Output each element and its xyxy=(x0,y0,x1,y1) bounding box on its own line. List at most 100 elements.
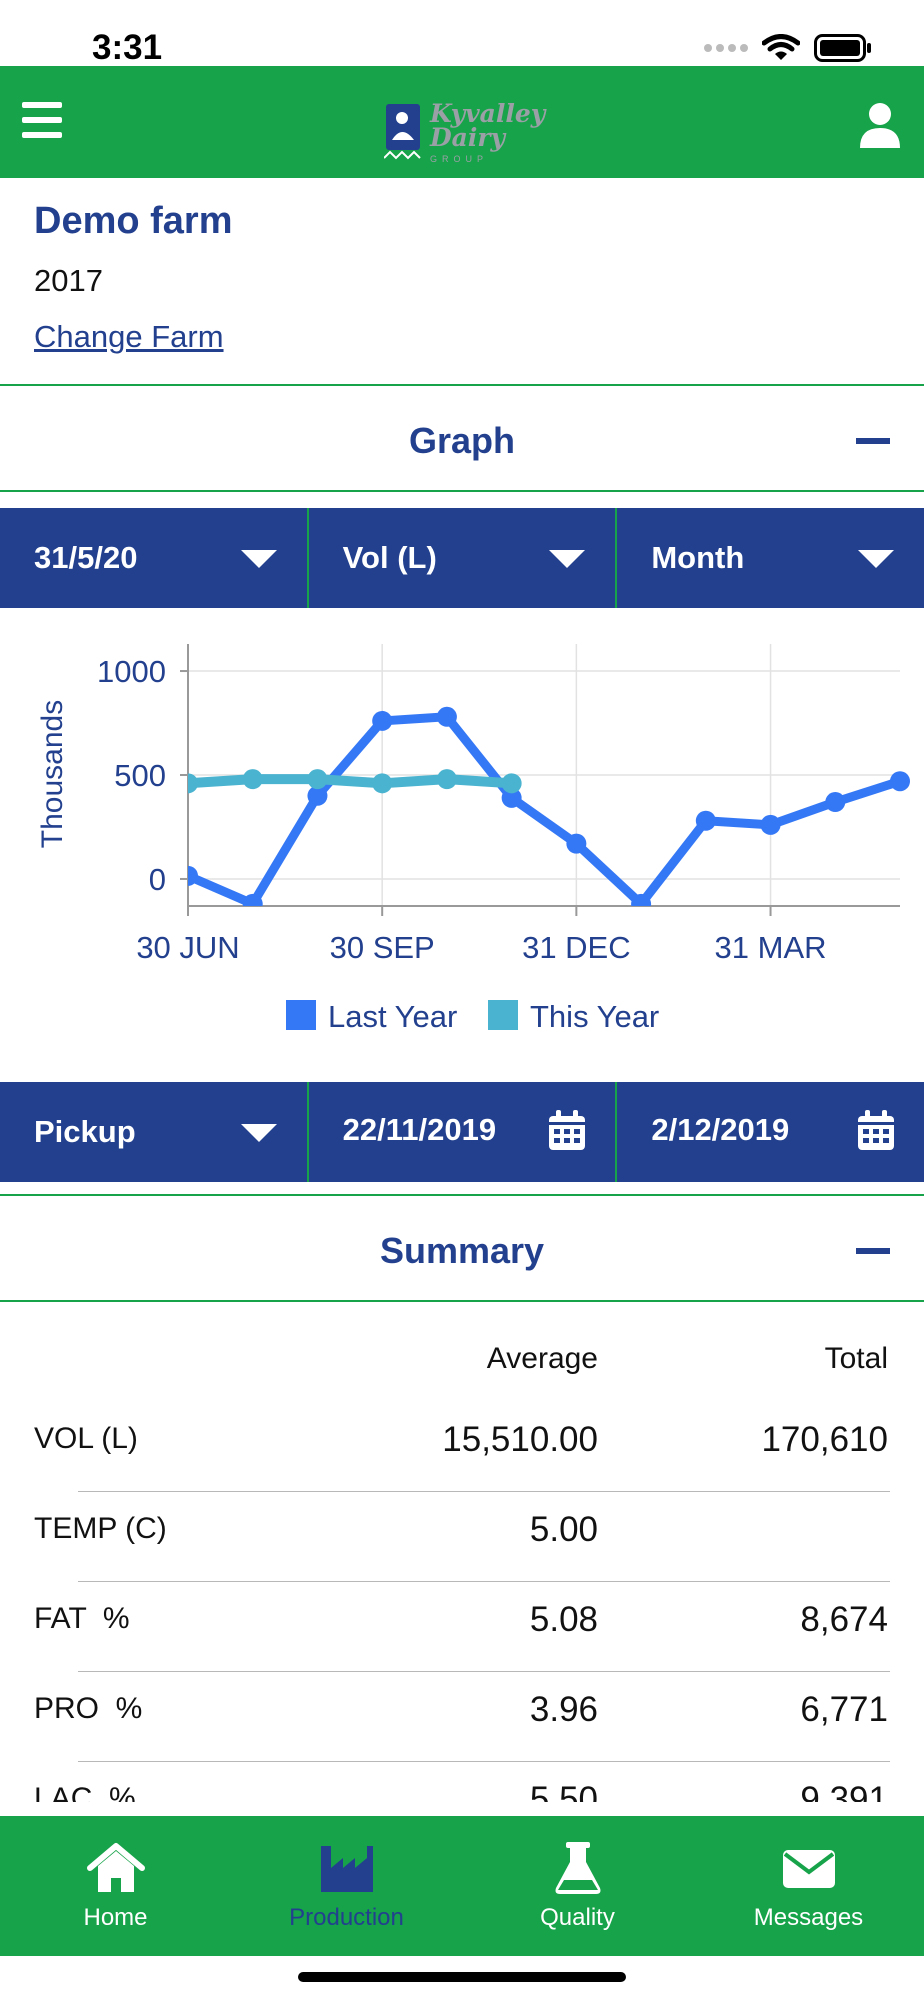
graph-collapse-icon[interactable] xyxy=(856,438,890,444)
measure-dropdown-label: Vol (L) xyxy=(342,540,437,575)
row-divider xyxy=(78,1761,890,1762)
x-tick-label: 30 SEP xyxy=(330,930,435,965)
measure-dropdown[interactable]: Vol (L) xyxy=(309,508,618,608)
wifi-icon xyxy=(762,34,800,60)
data-point xyxy=(501,773,522,794)
data-point xyxy=(372,710,393,731)
graph-section-title: Graph xyxy=(408,420,515,461)
farm-name: Demo farm xyxy=(34,200,233,242)
chevron-down-icon xyxy=(240,550,277,568)
data-point xyxy=(631,893,652,906)
summary-row-temp: TEMP (C) 5.00 xyxy=(0,1492,924,1582)
nav-production-label: Production xyxy=(289,1904,404,1931)
start-date-label: 22/11/2019 xyxy=(342,1112,497,1147)
summary-section-header[interactable]: Summary xyxy=(0,1194,924,1302)
legend-swatch xyxy=(488,1000,518,1030)
row-total: 6,771 xyxy=(800,1690,888,1729)
period-dropdown[interactable]: Month xyxy=(617,508,924,608)
period-dropdown-label: Month xyxy=(651,540,745,575)
summary-row-fat: FAT % 5.08 8,674 xyxy=(0,1582,924,1672)
x-tick-label: 30 JUN xyxy=(136,930,239,965)
summary-row-vol: VOL (L) 15,510.00 170,610 xyxy=(0,1402,924,1492)
summary-row-lac: LAC % 5.50 9,391 xyxy=(0,1762,924,1802)
logo-text: Kyvalley Dairy xyxy=(430,99,546,152)
nav-messages[interactable]: Messages xyxy=(693,1816,924,1956)
calendar-icon xyxy=(858,1110,895,1150)
data-point xyxy=(501,787,522,808)
column-header-total: Total xyxy=(824,1342,888,1375)
menu-icon[interactable] xyxy=(22,102,68,142)
factory-icon xyxy=(320,1846,373,1892)
row-average: 5.00 xyxy=(529,1510,598,1549)
data-point xyxy=(436,769,457,790)
battery-icon xyxy=(814,34,871,62)
production-chart-svg: 0 500 1000 30 JUN 30 SEP 31 DEC 31 MAR Thousand… xyxy=(36,644,910,1034)
column-header-average: Average xyxy=(486,1342,598,1375)
data-point xyxy=(890,771,910,792)
status-time: 3:31 xyxy=(92,28,163,67)
data-point xyxy=(436,706,457,727)
user-profile-icon[interactable] xyxy=(858,102,902,148)
row-average: 3.96 xyxy=(529,1690,598,1729)
production-chart: 0 500 1000 30 JUN 30 SEP 31 DEC 31 MAR Thousand… xyxy=(0,608,924,1078)
nav-quality[interactable]: Quality xyxy=(462,1816,693,1956)
date-dropdown-label: 31/5/20 xyxy=(34,540,138,575)
nav-home[interactable]: Home xyxy=(0,1816,231,1956)
x-tick-label: 31 MAR xyxy=(715,930,827,965)
data-point xyxy=(242,769,263,790)
series-this-year xyxy=(188,769,522,794)
envelope-icon xyxy=(782,1850,835,1888)
y-axis-title: Thousands xyxy=(36,700,69,848)
status-icons xyxy=(704,34,872,62)
app-header: Kyvalley Dairy GROUP xyxy=(0,66,924,178)
x-tick-label: 31 DEC xyxy=(522,930,631,965)
data-point xyxy=(372,773,393,794)
logo-group-text: GROUP xyxy=(430,154,489,164)
graph-filter-bar: 31/5/20 Vol (L) Month xyxy=(0,508,924,608)
pickup-dropdown[interactable]: Pickup xyxy=(0,1082,309,1182)
bottom-nav: Home Production Quality Messages xyxy=(0,1816,924,1956)
row-label: TEMP (C) xyxy=(34,1512,167,1545)
row-divider xyxy=(78,1581,890,1582)
end-date-label: 2/12/2019 xyxy=(651,1112,790,1147)
y-tick-label: 0 xyxy=(149,862,166,897)
nav-quality-label: Quality xyxy=(540,1904,615,1931)
row-average: 5.08 xyxy=(529,1600,598,1639)
series-line xyxy=(188,774,512,789)
series-last-year xyxy=(188,706,910,906)
calendar-icon xyxy=(549,1110,586,1150)
data-point xyxy=(307,785,328,806)
legend-swatch xyxy=(286,1000,316,1030)
nav-production[interactable]: Production xyxy=(231,1816,462,1956)
row-average: 15,510.00 xyxy=(442,1420,598,1459)
data-point xyxy=(695,810,716,831)
row-label: VOL (L) xyxy=(34,1422,138,1455)
data-point xyxy=(188,773,198,794)
data-point xyxy=(188,865,198,886)
y-tick-label: 500 xyxy=(114,758,166,793)
chevron-down-icon xyxy=(240,1124,277,1142)
end-date-picker[interactable]: 2/12/2019 xyxy=(617,1082,924,1182)
date-dropdown[interactable]: 31/5/20 xyxy=(0,508,309,608)
data-point xyxy=(307,769,328,790)
row-divider xyxy=(78,1491,890,1492)
chevron-down-icon xyxy=(549,550,586,568)
row-label: LAC % xyxy=(34,1782,136,1802)
chevron-down-icon xyxy=(858,550,895,568)
change-farm-link[interactable]: Change Farm xyxy=(34,319,224,354)
row-total: 170,610 xyxy=(761,1420,888,1459)
legend-label: This Year xyxy=(530,999,659,1034)
data-point xyxy=(566,833,587,854)
start-date-picker[interactable]: 22/11/2019 xyxy=(309,1082,618,1182)
data-point xyxy=(760,814,781,835)
flask-icon xyxy=(555,1842,600,1894)
signal-icon xyxy=(704,44,748,52)
logo-badge-icon xyxy=(384,104,421,160)
pickup-dropdown-label: Pickup xyxy=(34,1114,136,1149)
summary-collapse-icon[interactable] xyxy=(856,1248,890,1254)
status-bar: 3:31 xyxy=(0,0,924,67)
nav-home-label: Home xyxy=(83,1904,148,1931)
data-point xyxy=(825,792,846,813)
summary-section-title: Summary xyxy=(379,1230,545,1271)
graph-section-header[interactable]: Graph xyxy=(0,384,924,492)
